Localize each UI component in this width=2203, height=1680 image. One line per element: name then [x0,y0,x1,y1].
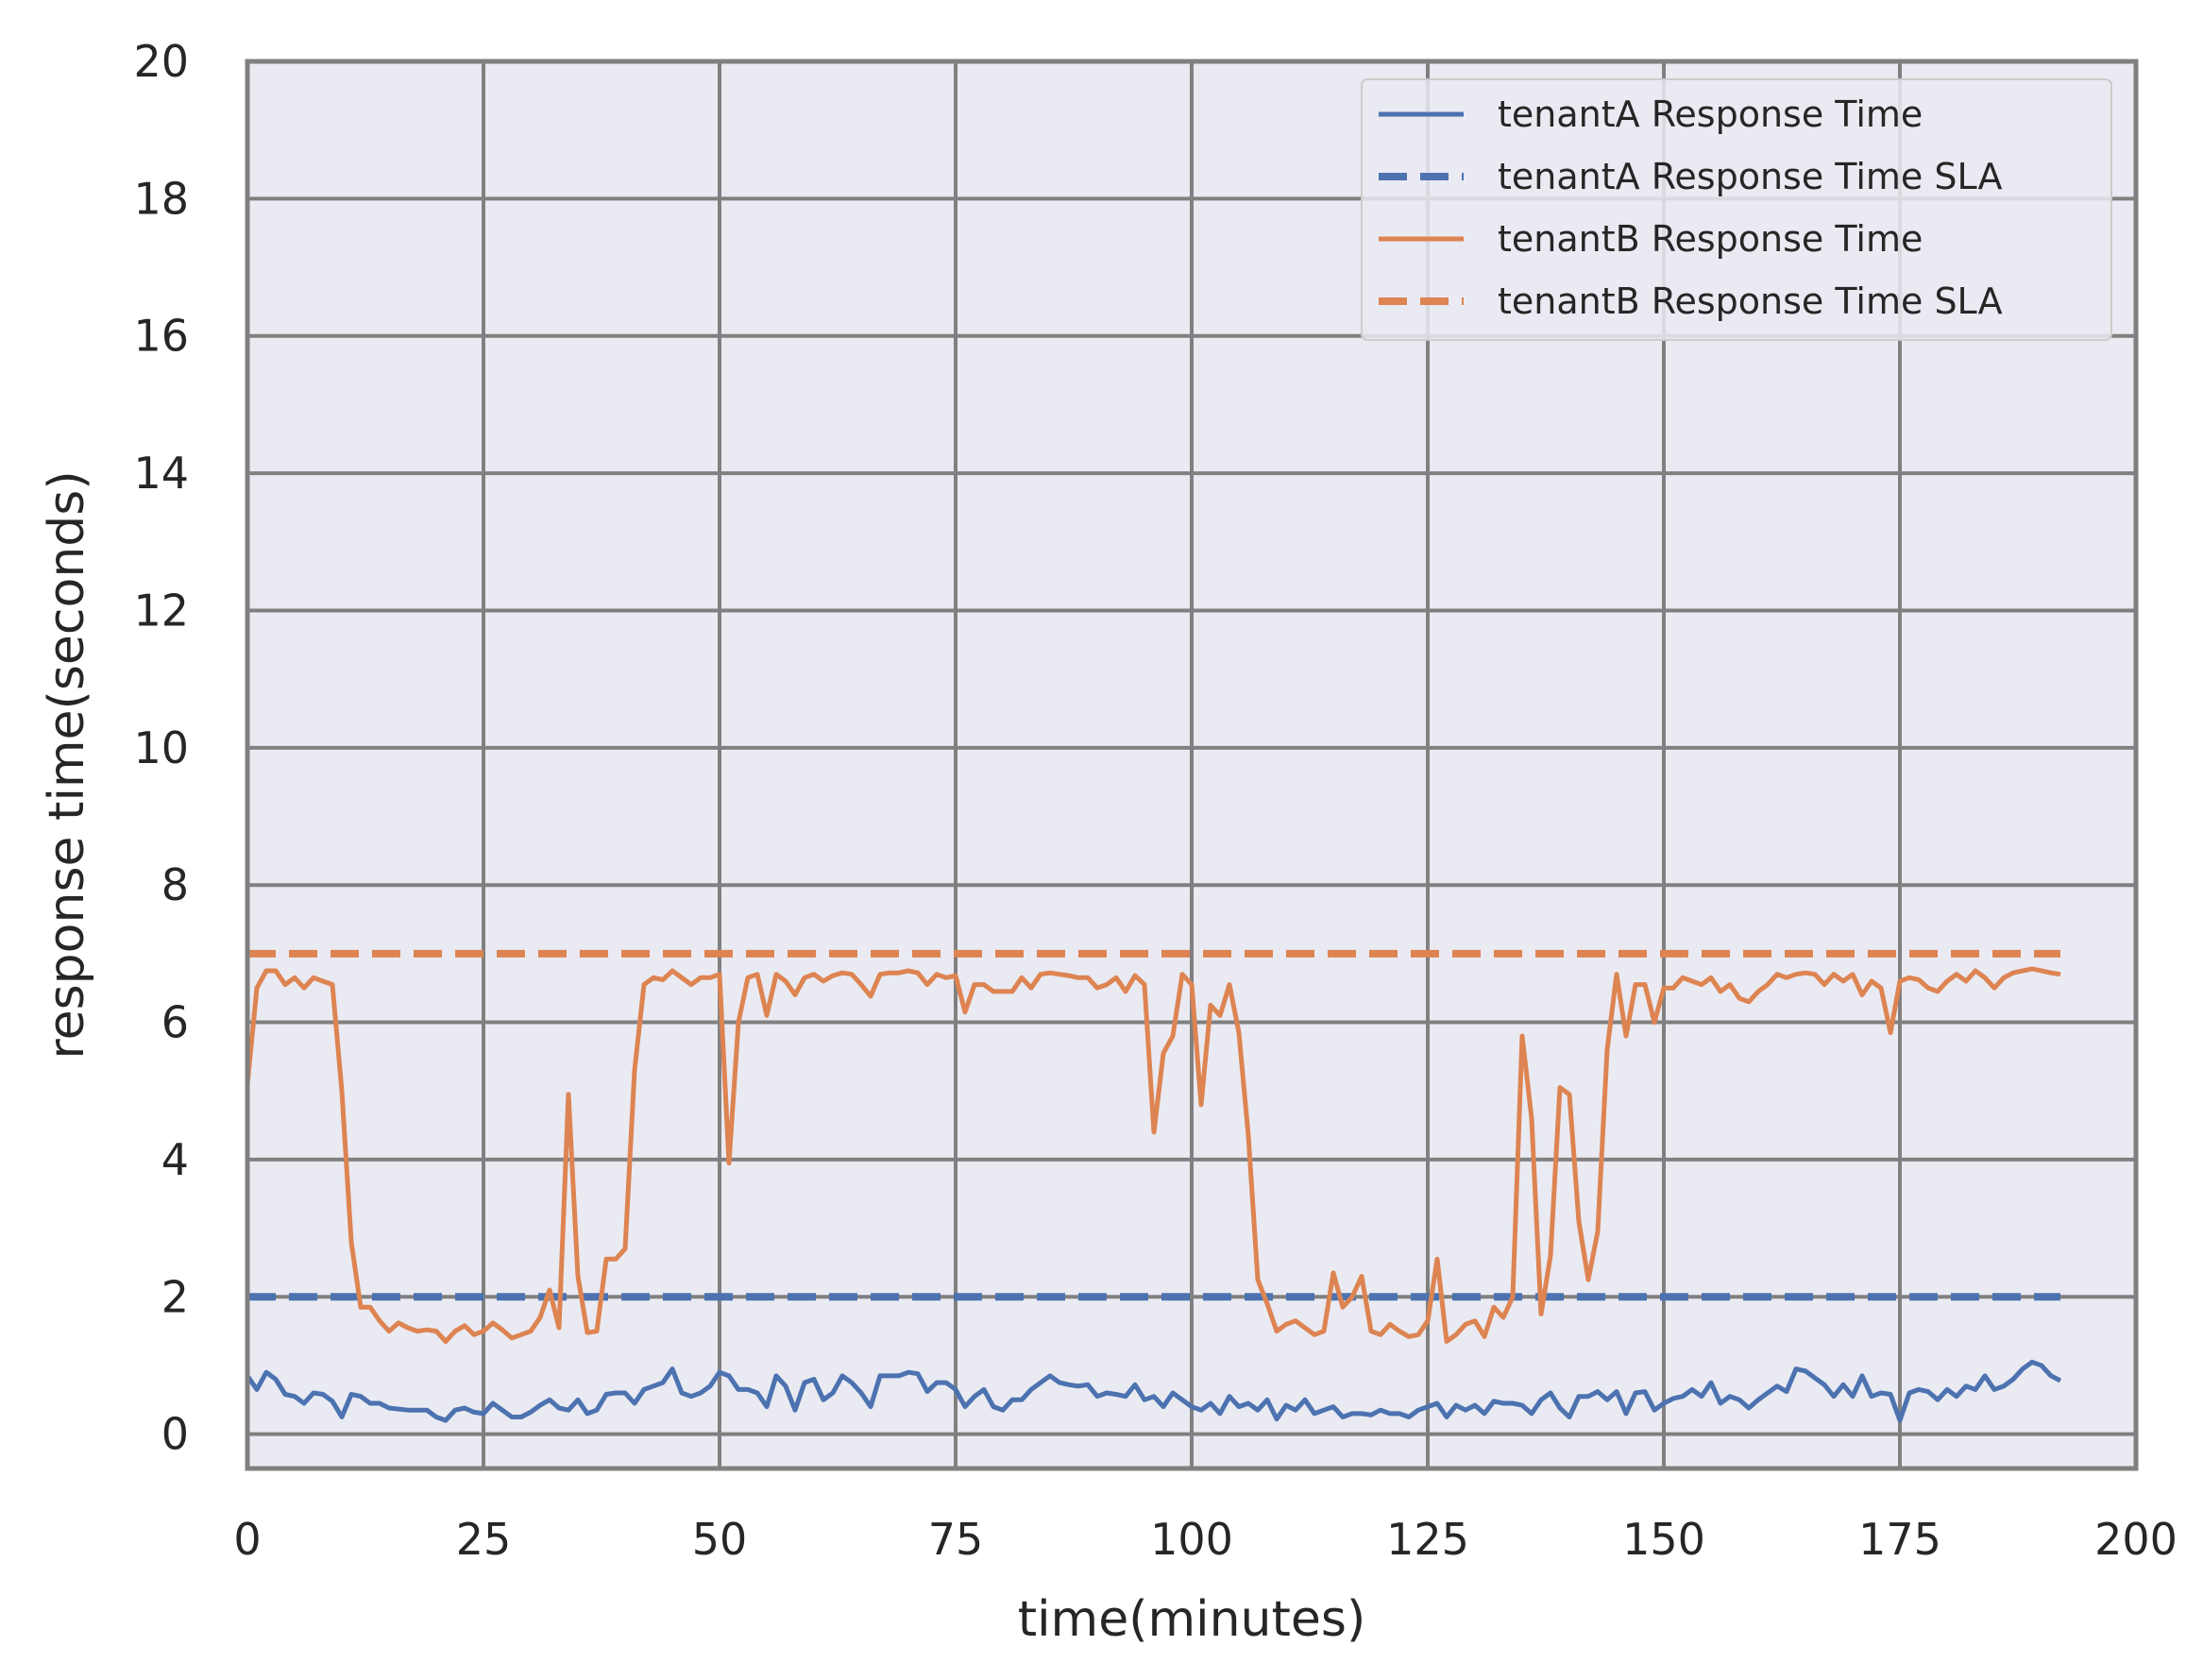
y-tick-labels: 0 2 4 6 8 10 12 14 16 18 20 [133,36,189,1460]
legend: tenantA Response Time tenantA Response T… [1361,78,2112,341]
y-tick-label: 10 [133,722,189,773]
x-tick-labels: 0 25 50 75 100 125 150 175 200 [233,1514,2178,1565]
x-tick-label: 25 [456,1514,512,1565]
y-tick-label: 4 [161,1134,189,1185]
x-tick-label: 200 [2094,1514,2178,1565]
legend-label-tenantB-response-time-sla: tenantB Response Time SLA [1498,280,2003,322]
x-tick-label: 50 [692,1514,748,1565]
x-axis-label: time(minutes) [1018,1591,1366,1648]
x-tick-label: 75 [928,1514,984,1565]
legend-label-tenantB-response-time: tenantB Response Time [1498,218,1923,260]
x-tick-label: 150 [1622,1514,1705,1565]
x-tick-label: 125 [1386,1514,1469,1565]
y-tick-label: 0 [161,1409,189,1460]
series-line-tenantA-Response-Time [245,1359,2062,1423]
x-tick-label: 0 [233,1514,261,1565]
y-tick-label: 12 [133,585,189,636]
y-tick-label: 20 [133,36,189,87]
legend-box [1361,78,2112,341]
plot-frame [245,59,2139,1471]
x-tick-label: 100 [1150,1514,1233,1565]
series-line-tenantB-Response-Time [245,966,2061,1344]
y-tick-label: 16 [133,311,189,362]
y-tick-label: 8 [161,859,189,910]
x-tick-label: 175 [1858,1514,1941,1565]
legend-label-tenantA-response-time: tenantA Response Time [1498,93,1923,135]
series-layer [245,949,2062,1423]
y-tick-label: 6 [161,997,189,1048]
y-tick-label: 2 [161,1271,189,1322]
y-tick-label: 14 [133,448,189,499]
y-tick-label: 18 [133,173,189,224]
legend-label-tenantA-response-time-sla: tenantA Response Time SLA [1498,156,2003,197]
y-axis-label: response time(seconds) [39,470,95,1059]
